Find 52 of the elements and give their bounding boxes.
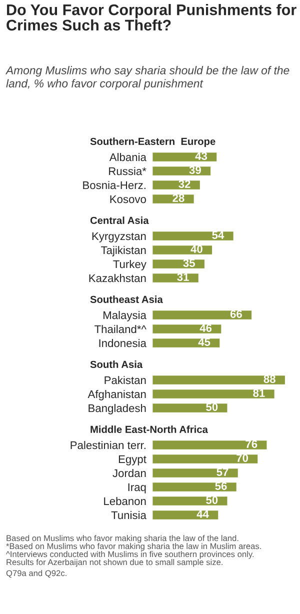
data-label: 46 (200, 324, 212, 332)
y-tick-label: Afghanistan (88, 390, 146, 400)
y-tick-label: Tajikistan (101, 246, 146, 256)
y-tick-label: Bangladesh (88, 404, 146, 414)
data-label: 28 (172, 194, 184, 202)
text: Southeast Asia (90, 296, 163, 303)
text: Southern-Eastern Europe (90, 138, 216, 147)
text: Based on Muslims who favor making sharia the law of the land. (6, 535, 238, 543)
y-tick-label: Palestinian terr. (70, 440, 146, 450)
text: Central Asia (90, 216, 149, 224)
bar (152, 509, 220, 521)
y-tick-label: Kazakhstan (89, 274, 146, 282)
data-label: 40 (190, 245, 202, 253)
y-tick-label: Malaysia (104, 310, 146, 322)
y-tick-label: Indonesia (99, 338, 146, 348)
bar (152, 495, 229, 507)
data-label: 43 (195, 152, 208, 160)
text: *Based on Muslims who favor making sharia the law in Muslim areas. (6, 543, 261, 551)
chart-title: Do You Favor Corporal Punishments for Crimes Such as Theft? (6, 4, 296, 31)
y-tick-label: Pakistan (104, 376, 146, 384)
y-tick-label: Kosovo (110, 195, 146, 204)
y-tick-label: Turkey (113, 260, 146, 270)
text: Middle East-North Africa (90, 426, 208, 433)
bar (152, 244, 214, 256)
bar (152, 151, 218, 163)
y-tick-label: Russia* (109, 166, 146, 176)
bar (152, 439, 268, 451)
y-tick-label: Thailand*^ (94, 324, 146, 334)
data-label: 66 (230, 310, 242, 318)
text: Q79a and Q92c. (6, 570, 66, 578)
bar (152, 453, 260, 465)
data-label: 31 (177, 273, 189, 281)
y-tick-label: Egypt (118, 455, 146, 466)
y-tick-label: Albania (109, 152, 146, 162)
text: South Asia (90, 360, 143, 368)
bar (152, 467, 240, 479)
text: Results for Azerbaijan not shown due to small sample size. (6, 559, 222, 567)
data-label: 44 (196, 510, 209, 518)
y-tick-label: Lebanon (104, 496, 146, 506)
y-tick-label: Tunisia (111, 510, 146, 520)
bar (152, 481, 238, 493)
y-tick-label: Iraq (128, 483, 146, 494)
data-label: 88 (264, 375, 276, 383)
data-label: 39 (189, 166, 201, 174)
data-label: 32 (178, 180, 190, 188)
text: ^Interviews conducted with Muslims in five southern provinces only. (6, 551, 254, 559)
bar (152, 230, 235, 242)
y-tick-label: Kyrgyzstan (92, 232, 146, 242)
y-tick-label: Jordan (112, 468, 146, 478)
y-tick-label: Bosnia-Herz. (83, 180, 146, 190)
chart-subtitle: Among Muslims who say sharia should be the law of the land, % who favor corporal punishment (5, 66, 290, 90)
data-label: 81 (253, 389, 265, 397)
